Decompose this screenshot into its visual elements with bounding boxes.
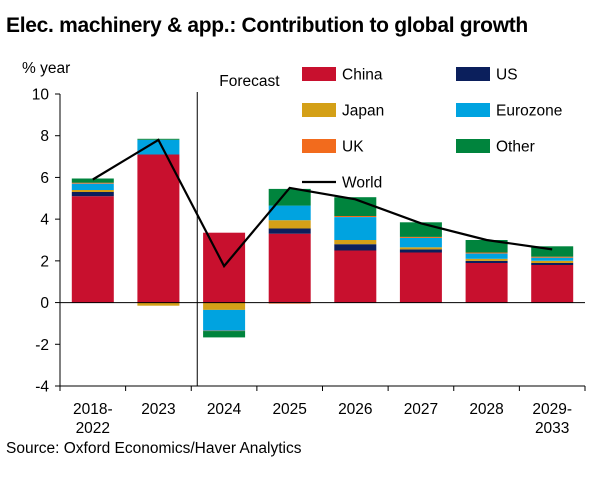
bar-china-6: [465, 262, 508, 303]
bar-uk-2: [203, 330, 246, 332]
legend-label-world: World: [342, 175, 382, 192]
x-tick-label-0-0: 2018-: [73, 401, 113, 418]
x-tick-label-6-0: 2028: [469, 401, 503, 418]
legend-label-china: China: [342, 67, 383, 84]
legend-label-us: US: [496, 67, 518, 84]
bar-us-3: [268, 228, 311, 234]
legend-swatch-uk: [302, 139, 336, 153]
bar-eurozone-1: [137, 139, 180, 155]
legend-label-uk: UK: [342, 139, 364, 156]
legend: China US Japan Eurozone UK Other World: [302, 67, 562, 192]
bar-other-7: [531, 246, 574, 257]
bar-other-0: [71, 178, 114, 183]
bar-other-6: [465, 240, 508, 253]
y-tick-label-0: 0: [40, 295, 49, 312]
y-axis-label: % year: [22, 60, 70, 77]
bar-uk-5: [399, 236, 442, 238]
x-tick-label-2-0: 2024: [207, 401, 242, 418]
bar-japan-4: [334, 240, 377, 245]
y-tick-label-10: 10: [32, 87, 50, 104]
x-tick-label-5-0: 2027: [404, 401, 438, 418]
bar-eurozone-7: [531, 257, 574, 261]
y-tick-label-4: 4: [40, 212, 49, 229]
bar-us-0: [71, 192, 114, 197]
world-line-layer: [92, 138, 553, 269]
bar-uk-0: [71, 182, 114, 184]
legend-swatch-other: [456, 139, 490, 153]
bar-eurozone-3: [268, 205, 311, 221]
bar-japan-3: [268, 220, 311, 229]
bar-japan-5: [399, 247, 442, 250]
bar-japan-7: [531, 260, 574, 263]
y-tick-label--2: -2: [35, 337, 49, 354]
x-tick-label-0-1: 2022: [76, 420, 110, 437]
bar-japan-2: [203, 302, 246, 310]
y-tick-label-2: 2: [40, 253, 49, 270]
bar-uk-3: [268, 302, 311, 304]
legend-label-eurozone: Eurozone: [496, 103, 562, 120]
y-tick-label-6: 6: [40, 170, 49, 187]
bar-other-2: [203, 331, 246, 338]
bar-us-7: [531, 262, 574, 265]
bar-china-5: [399, 252, 442, 303]
bar-us-6: [465, 260, 508, 263]
bar-eurozone-2: [203, 309, 246, 331]
bar-china-0: [71, 196, 114, 303]
bar-china-3: [268, 233, 311, 303]
y-tick-label--4: -4: [35, 379, 49, 396]
x-tick-label-4-0: 2026: [338, 401, 372, 418]
bar-china-4: [334, 250, 377, 303]
legend-label-other: Other: [496, 139, 535, 156]
chart-title: Elec. machinery & app.: Contribution to …: [6, 14, 528, 37]
bar-uk-4: [334, 216, 377, 217]
bar-japan-6: [465, 258, 508, 261]
y-tick-label-8: 8: [40, 128, 49, 145]
bar-japan-0: [71, 189, 114, 192]
bar-uk-6: [465, 252, 508, 254]
bar-us-4: [334, 244, 377, 251]
bar-other-4: [334, 197, 377, 216]
bar-china-7: [531, 265, 574, 303]
bar-eurozone-0: [71, 183, 114, 190]
bar-other-5: [399, 222, 442, 237]
legend-label-japan: Japan: [342, 103, 384, 120]
bar-eurozone-4: [334, 217, 377, 240]
source-note: Source: Oxford Economics/Haver Analytics: [6, 440, 302, 457]
x-tick-label-1-0: 2023: [141, 401, 175, 418]
legend-swatch-china: [302, 67, 336, 81]
bar-china-1: [137, 154, 180, 303]
legend-swatch-us: [456, 67, 490, 81]
legend-swatch-eurozone: [456, 103, 490, 117]
world-line: [92, 138, 553, 269]
bars-layer: [71, 138, 574, 338]
x-tick-label-7-1: 2033: [535, 420, 569, 437]
bar-eurozone-6: [465, 253, 508, 259]
bar-eurozone-5: [399, 237, 442, 248]
forecast-label: Forecast: [219, 73, 280, 90]
bar-uk-7: [531, 256, 574, 258]
legend-swatch-japan: [302, 103, 336, 117]
x-tick-label-7-0: 2029-: [532, 401, 572, 418]
bar-japan-1: [137, 302, 180, 306]
bar-us-5: [399, 249, 442, 253]
x-tick-label-3-0: 2025: [272, 401, 306, 418]
axes-layer: -4 -2 0 2 4 6 8 10 % year 2018- 2022 2023 2024 2025 20…: [22, 60, 586, 437]
